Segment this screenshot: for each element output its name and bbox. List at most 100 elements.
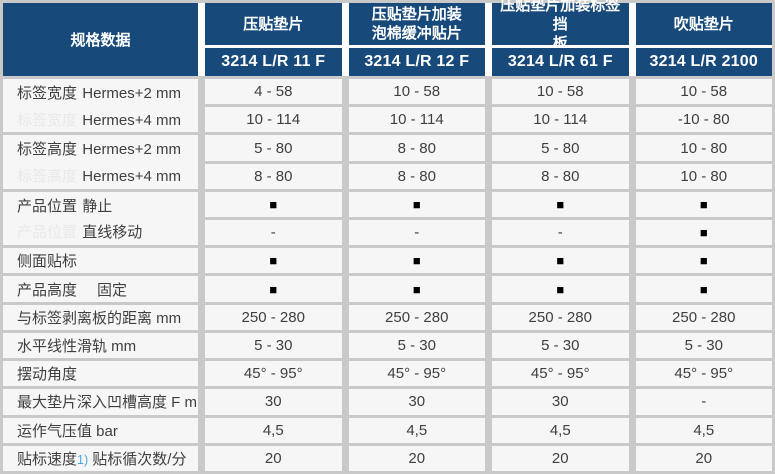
footnote-marker: 1) — [77, 452, 89, 467]
row-label-cell: 标签宽度 Hermes+2 mm 标签宽度 Hermes+4 mm — [3, 79, 198, 133]
row-label-cell: 标签高度 Hermes+2 mm 标签高度 Hermes+4 mm — [3, 135, 198, 189]
column-title-cell: 压贴垫片 — [205, 3, 342, 45]
column-title-cell: 吹贴垫片 — [635, 3, 772, 45]
row-label-text: 标签宽度 — [17, 84, 78, 102]
row-label-text: 运作气压值 bar — [17, 422, 118, 440]
value-cell: - — [348, 220, 485, 246]
spec-table: 规格数据 压贴垫片 压贴垫片加装 泡棉缓冲贴片 压贴垫片加装标签挡 板 吹贴垫片… — [3, 0, 772, 471]
value-cell: 4,5 — [492, 417, 629, 443]
value-cell: 10 - 80 — [635, 135, 772, 161]
value-cell: 30 — [205, 389, 342, 415]
row-label-text: 固定 — [97, 281, 128, 299]
row-label-text: 侧面贴标 — [17, 253, 78, 271]
value-cell: 5 - 30 — [348, 332, 485, 359]
row-label-text: Hermes+4 mm — [82, 111, 182, 129]
value-cell: 10 - 114 — [348, 107, 485, 133]
value-cell: 10 - 58 — [635, 79, 772, 105]
row-label-cell: 产品位置 静止 产品位置 直线移动 — [3, 191, 198, 246]
value-cell: - — [205, 220, 342, 246]
row-label-cell: 与标签剥离板的距离 mm — [3, 304, 198, 330]
row-label-text: 直线移动 — [82, 224, 143, 242]
value-cell: 5 - 30 — [635, 332, 772, 359]
row-label-cell: 产品高度 固定 — [3, 276, 198, 302]
feature-square-cell: ■ — [492, 276, 629, 302]
row-label-cell: 侧面贴标 — [3, 248, 198, 274]
row-label-cell: 水平线性滑轨 mm — [3, 332, 198, 359]
row-label-line: 产品高度 固定 — [17, 279, 198, 300]
value-cell: 4,5 — [348, 417, 485, 443]
value-cell: 8 - 80 — [348, 135, 485, 161]
column-title-cell: 压贴垫片加装 泡棉缓冲贴片 — [348, 3, 485, 45]
row-label-line: 运作气压值 bar — [17, 420, 198, 441]
corner-header-cell: 规格数据 — [3, 3, 198, 76]
feature-square-cell: ■ — [348, 276, 485, 302]
row-label-text: 贴标速度 — [17, 450, 78, 468]
value-cell: 250 - 280 — [492, 304, 629, 330]
value-cell: 5 - 80 — [492, 135, 629, 161]
value-cell: 30 — [348, 389, 485, 415]
row-label-line: 最大垫片深入凹槽高度 F mm — [17, 391, 198, 412]
value-cell: 4 - 58 — [205, 79, 342, 105]
value-cell: 10 - 114 — [205, 107, 342, 133]
value-cell: 5 - 30 — [205, 332, 342, 359]
row-label-line: 摆动角度 — [17, 363, 198, 384]
value-cell: 250 - 280 — [348, 304, 485, 330]
row-label-text: Hermes+2 mm — [82, 84, 182, 102]
row-label-cell: 贴标速度 1) 贴标循次数/分 — [3, 445, 198, 471]
row-label-text: 产品高度 — [17, 281, 78, 299]
row-label-text: 标签高度 — [17, 141, 78, 159]
row-label-line: 贴标速度 1) 贴标循次数/分 — [17, 448, 198, 469]
value-cell: 8 - 80 — [348, 163, 485, 189]
feature-square-cell: ■ — [492, 191, 629, 218]
row-label-text: 最大垫片深入凹槽高度 F mm — [17, 394, 198, 412]
value-cell: 4,5 — [635, 417, 772, 443]
row-label-line: 标签宽度 Hermes+4 mm — [17, 109, 198, 130]
model-number-cell: 3214 L/R 61 F — [492, 48, 629, 76]
value-cell: 5 - 80 — [205, 135, 342, 161]
value-cell: 45° - 95° — [492, 361, 629, 387]
value-cell: 30 — [492, 389, 629, 415]
value-cell: 8 - 80 — [492, 163, 629, 189]
row-label-line: 水平线性滑轨 mm — [17, 335, 198, 356]
row-label-text: 贴标循次数/分 — [88, 450, 187, 468]
value-cell: - — [635, 389, 772, 415]
value-cell: 45° - 95° — [348, 361, 485, 387]
value-cell: 20 — [205, 445, 342, 471]
row-label-line: 标签宽度 Hermes+2 mm — [17, 82, 198, 103]
feature-square-cell: ■ — [635, 276, 772, 302]
spec-table-body: 标签宽度 Hermes+2 mm 标签宽度 Hermes+4 mm 4 - 58 10 -… — [3, 79, 772, 471]
value-cell: 5 - 30 — [492, 332, 629, 359]
value-cell: -10 - 80 — [635, 107, 772, 133]
row-label-line: 产品位置 静止 — [17, 195, 198, 216]
row-label-text: 水平线性滑轨 mm — [17, 338, 137, 356]
row-label-line: 标签高度 Hermes+2 mm — [17, 138, 198, 159]
feature-square-cell: ■ — [348, 191, 485, 218]
row-label-cell: 运作气压值 bar — [3, 417, 198, 443]
value-cell: 20 — [492, 445, 629, 471]
row-label-line: 与标签剥离板的距离 mm — [17, 307, 198, 328]
value-cell: - — [492, 220, 629, 246]
feature-square-cell: ■ — [635, 220, 772, 246]
spec-table-header: 规格数据 压贴垫片 压贴垫片加装 泡棉缓冲贴片 压贴垫片加装标签挡 板 吹贴垫片… — [3, 0, 772, 76]
feature-square-cell: ■ — [635, 191, 772, 218]
feature-square-cell: ■ — [205, 248, 342, 274]
row-label-line: 侧面贴标 — [17, 250, 198, 271]
row-label-text: 标签高度 — [17, 167, 78, 185]
feature-square-cell: ■ — [348, 248, 485, 274]
column-title-cell: 压贴垫片加装标签挡 板 — [492, 0, 629, 52]
value-cell: 10 - 58 — [492, 79, 629, 105]
row-label-text: 标签宽度 — [17, 111, 78, 129]
model-number-cell: 3214 L/R 12 F — [348, 48, 485, 76]
value-cell: 10 - 80 — [635, 163, 772, 189]
value-cell: 45° - 95° — [635, 361, 772, 387]
row-label-text: Hermes+4 mm — [82, 167, 182, 185]
row-label-text: Hermes+2 mm — [82, 141, 182, 159]
row-label-text: 摆动角度 — [17, 366, 78, 384]
value-cell: 20 — [348, 445, 485, 471]
value-cell: 8 - 80 — [205, 163, 342, 189]
value-cell: 250 - 280 — [635, 304, 772, 330]
model-number-cell: 3214 L/R 11 F — [205, 48, 342, 76]
feature-square-cell: ■ — [635, 248, 772, 274]
model-number-cell: 3214 L/R 2100 — [635, 48, 772, 76]
